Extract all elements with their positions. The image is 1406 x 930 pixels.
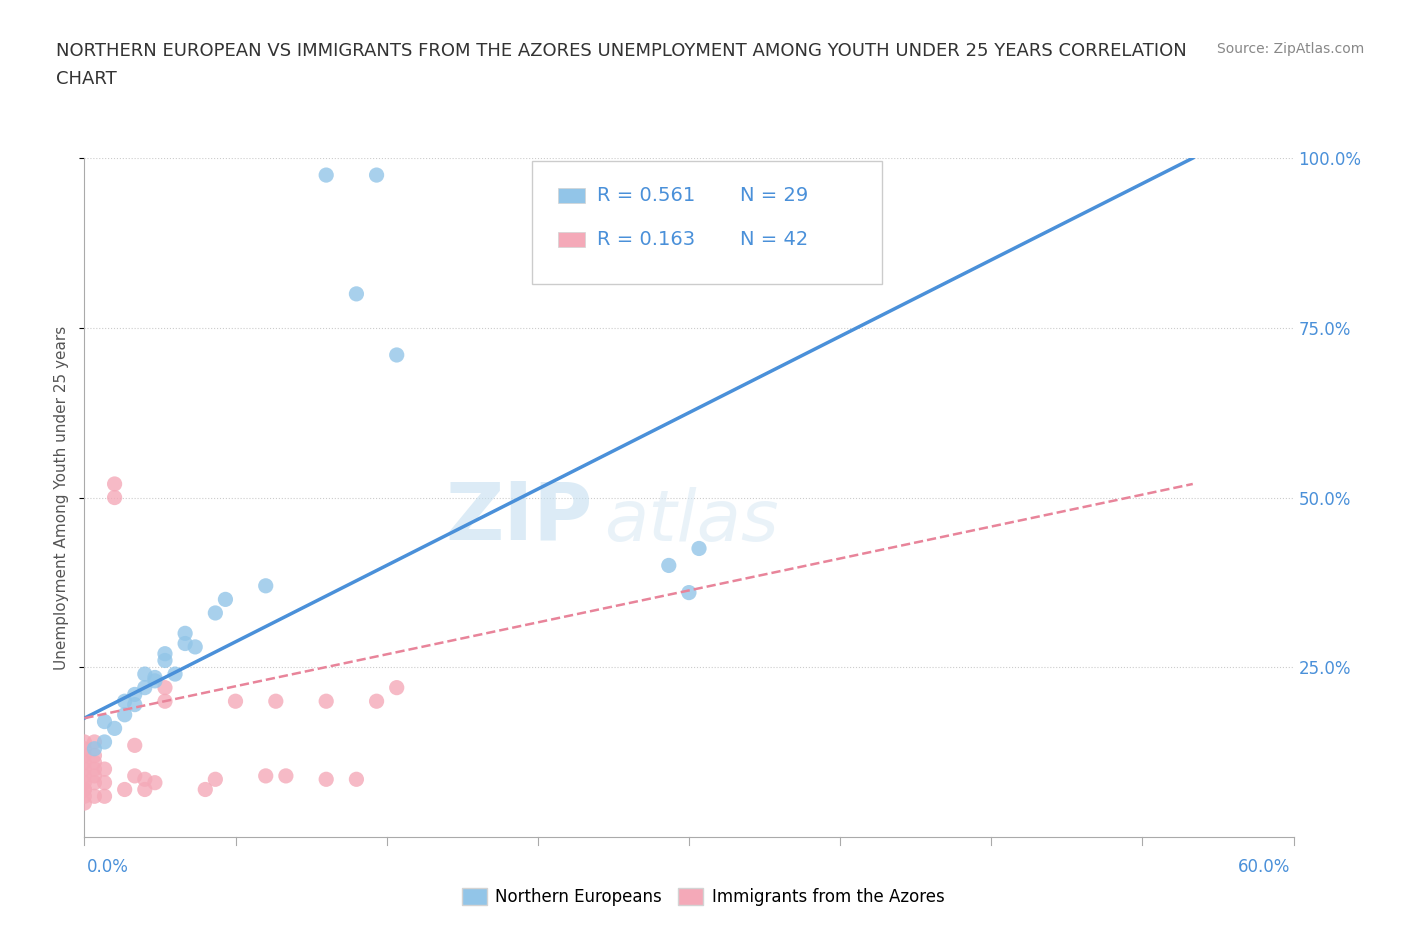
Point (254, 578, 277, 593)
Point (315, 772, 337, 787)
Point (789, 202, 811, 217)
Text: CHART: CHART (56, 70, 117, 87)
Point (83, 776, 105, 790)
Point (73, 735, 96, 750)
Text: R = 0.163: R = 0.163 (598, 230, 695, 249)
Point (134, 667, 156, 682)
Point (83, 762, 105, 777)
Text: atlas: atlas (605, 486, 779, 556)
Point (165, 667, 187, 682)
Point (134, 772, 156, 787)
Point (104, 476, 127, 491)
Point (114, 708, 136, 723)
Point (385, 680, 408, 695)
Point (104, 721, 127, 736)
Point (153, 653, 176, 668)
Point (143, 776, 166, 790)
Point (93, 762, 115, 777)
Point (366, 694, 388, 709)
Point (73, 776, 96, 790)
Text: N = 29: N = 29 (740, 186, 808, 205)
Point (678, 585, 700, 600)
Point (73, 796, 96, 811)
Point (73, 789, 96, 804)
Point (83, 741, 105, 756)
Point (346, 286, 368, 301)
Point (184, 640, 207, 655)
FancyBboxPatch shape (531, 162, 883, 284)
Point (83, 735, 105, 750)
Text: 0.0%: 0.0% (87, 857, 129, 876)
Point (204, 605, 226, 620)
Point (124, 698, 146, 712)
Point (83, 768, 105, 783)
Point (73, 768, 96, 783)
Text: 60.0%: 60.0% (1239, 857, 1291, 876)
Point (153, 680, 176, 695)
Point (73, 782, 96, 797)
Point (264, 694, 287, 709)
Text: R = 0.561: R = 0.561 (598, 186, 696, 205)
Point (134, 680, 156, 695)
Bar (558, 188, 585, 203)
Point (93, 735, 115, 750)
Point (174, 636, 197, 651)
Point (134, 782, 156, 797)
Text: NORTHERN EUROPEAN VS IMMIGRANTS FROM THE AZORES UNEMPLOYMENT AMONG YOUTH UNDER 2: NORTHERN EUROPEAN VS IMMIGRANTS FROM THE… (56, 42, 1187, 60)
Point (83, 748, 105, 763)
Bar (558, 232, 585, 247)
Point (124, 737, 146, 752)
Point (385, 348, 408, 363)
Point (143, 673, 166, 688)
Point (93, 714, 115, 729)
Point (124, 768, 146, 783)
Point (315, 167, 337, 182)
Point (124, 687, 146, 702)
Point (214, 592, 236, 607)
Point (93, 776, 115, 790)
Point (225, 694, 247, 709)
Point (143, 670, 166, 684)
Point (73, 762, 96, 777)
Text: Source: ZipAtlas.com: Source: ZipAtlas.com (1216, 42, 1364, 56)
Point (73, 755, 96, 770)
Point (153, 646, 176, 661)
Point (93, 789, 115, 804)
Point (315, 694, 337, 709)
Point (153, 694, 176, 709)
Point (114, 782, 136, 797)
Point (83, 755, 105, 770)
Point (73, 741, 96, 756)
Text: ZIP: ZIP (444, 479, 592, 557)
Point (194, 782, 217, 797)
Y-axis label: Unemployment Among Youth under 25 years: Unemployment Among Youth under 25 years (53, 326, 69, 670)
Point (254, 768, 277, 783)
Legend: Northern Europeans, Immigrants from the Azores: Northern Europeans, Immigrants from the … (456, 881, 950, 912)
Point (83, 789, 105, 804)
Point (104, 490, 127, 505)
Point (174, 626, 197, 641)
Point (366, 167, 388, 182)
Point (114, 694, 136, 709)
Point (658, 558, 681, 573)
Point (346, 772, 368, 787)
Text: N = 42: N = 42 (740, 230, 808, 249)
Point (274, 768, 297, 783)
Point (688, 541, 710, 556)
Point (204, 772, 226, 787)
Point (73, 748, 96, 763)
Point (73, 782, 96, 797)
